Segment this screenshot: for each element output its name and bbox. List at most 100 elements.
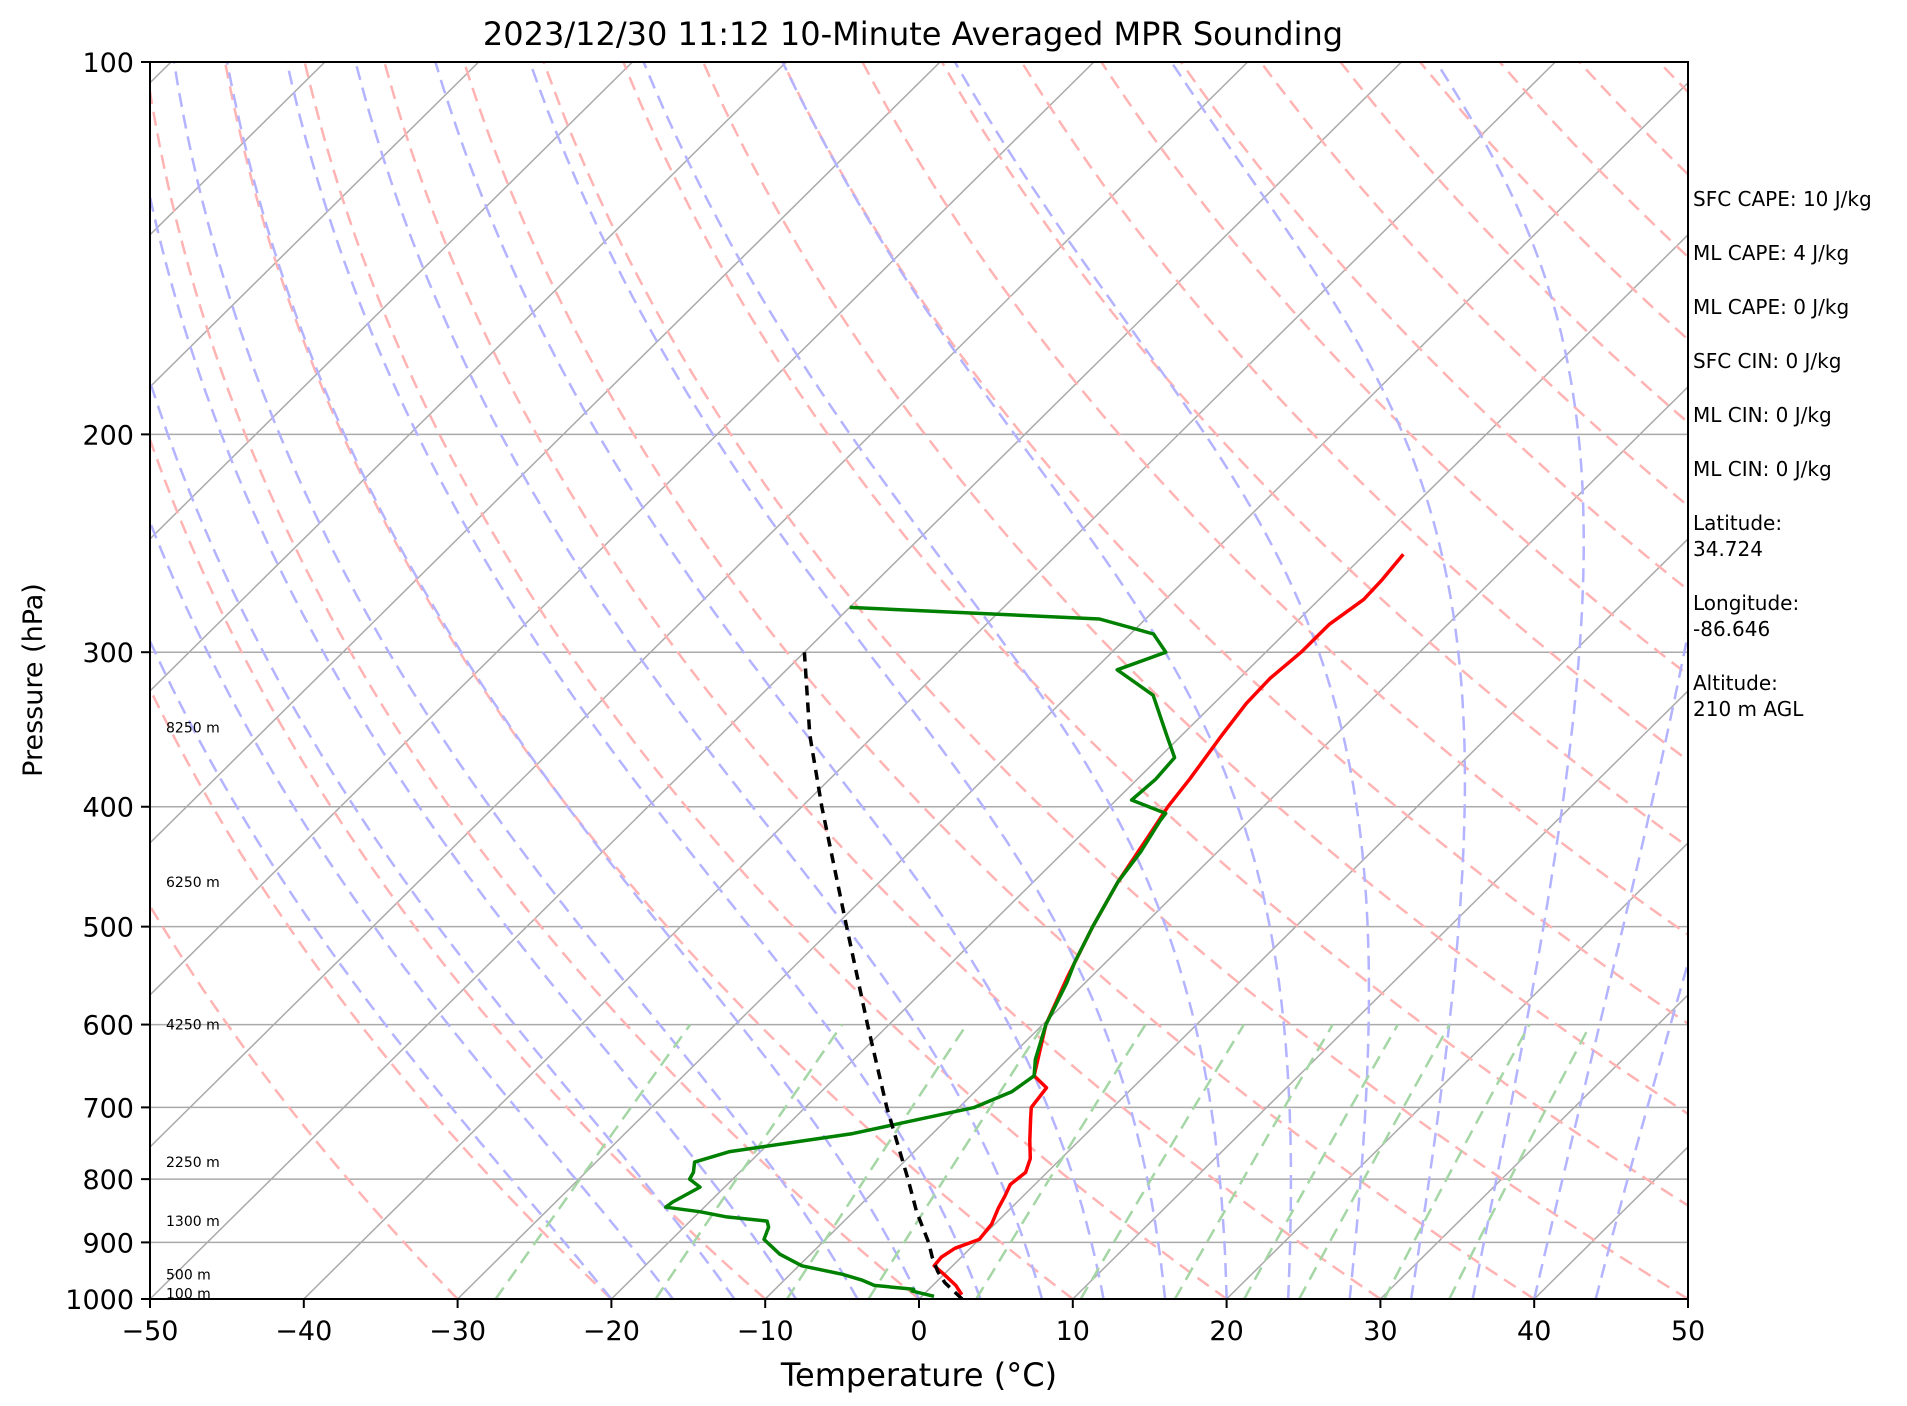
- dry-adiabat-line: [622, 62, 1688, 1207]
- x-tick-label: 50: [1671, 1316, 1705, 1347]
- sounding-traces: [664, 553, 1405, 1299]
- dry-adiabat-line: [861, 62, 1688, 937]
- mixing-ratio-line: [1448, 1024, 1592, 1299]
- mixing-ratio-line: [975, 1023, 1147, 1299]
- isotherm-line: [1226, 841, 1688, 1299]
- latitude-info: Latitude: 34.724: [1693, 510, 1903, 562]
- isotherm-line: [150, 62, 787, 692]
- height-label: 4250 m: [166, 1018, 220, 1034]
- moist-adiabat-line: [953, 62, 1371, 1299]
- y-tick-label: 700: [82, 1093, 134, 1124]
- y-tick-label: 600: [82, 1011, 134, 1042]
- x-tick-label: −10: [737, 1316, 794, 1347]
- moist-adiabat-line: [1594, 958, 1688, 1299]
- isotherm-line: [303, 62, 1556, 1299]
- isotherm-line: [1379, 993, 1688, 1299]
- y-tick-label: 200: [82, 420, 134, 451]
- latitude-value: 34.724: [1693, 537, 1763, 561]
- latitude-label: Latitude:: [1693, 511, 1783, 535]
- moist-adiabat-line: [642, 62, 1228, 1299]
- dry-adiabat-line: [1339, 62, 1688, 425]
- isotherm-line: [610, 233, 1688, 1299]
- y-tick-label: 400: [82, 793, 134, 824]
- mixing-ratio-line: [867, 1023, 1045, 1299]
- isotherm-line: [764, 385, 1688, 1299]
- altitude-info: Altitude: 210 m AGL: [1693, 670, 1903, 722]
- parcel-trace: [802, 652, 964, 1299]
- isotherm-line: [150, 62, 480, 388]
- moist-adiabat-line: [1170, 62, 1467, 1299]
- isotherm-line: [150, 62, 633, 540]
- y-tick-label: 800: [82, 1165, 134, 1196]
- isotherm-line: [918, 537, 1688, 1299]
- ml-cape-text: ML CAPE: 0 J/kg: [1693, 295, 1850, 319]
- dry-adiabat-line: [150, 84, 920, 1299]
- y-tick-label: 500: [82, 913, 134, 944]
- longitude-value: -86.646: [1693, 617, 1771, 641]
- x-tick-label: −50: [122, 1316, 179, 1347]
- height-label: 500 m: [166, 1267, 211, 1283]
- moist-adiabat-line: [285, 62, 982, 1299]
- moist-adiabat-line: [1532, 626, 1688, 1299]
- x-tick-label: −20: [583, 1316, 640, 1347]
- x-tick-label: −40: [275, 1316, 332, 1347]
- y-tick-label: 300: [82, 638, 134, 669]
- dry-adiabat-line: [1419, 62, 1688, 342]
- height-label: 8250 m: [166, 720, 220, 736]
- x-tick-label: −30: [429, 1316, 486, 1347]
- ml-cin-text: ML CIN: 0 J/kg: [1693, 403, 1832, 427]
- height-label: 2250 m: [166, 1155, 220, 1171]
- x-axis-label: Temperature (°C): [780, 1356, 1057, 1394]
- sfc-cape-text: SFC CAPE: 10 J/kg: [1693, 187, 1872, 211]
- x-tick-label: 10: [1056, 1316, 1090, 1347]
- isotherm-line: [150, 62, 1095, 997]
- altitude-value: 210 m AGL: [1693, 697, 1804, 721]
- height-labels: 100 m 500 m 1300 m 2250 m 4250 m 6250 m 8250 m: [166, 720, 220, 1302]
- height-label: 6250 m: [166, 875, 220, 891]
- mixing-ratio-line: [1383, 1023, 1531, 1299]
- dry-adiabat-line: [542, 62, 1688, 1299]
- moist-adiabat-line: [150, 638, 613, 1299]
- longitude-info: Longitude: -86.646: [1693, 590, 1903, 642]
- dry-adiabat-line: [303, 62, 1228, 1299]
- ml-cin-text: ML CIN: 0 J/kg: [1693, 457, 1832, 481]
- y-tick-label: 900: [82, 1228, 134, 1259]
- moist-adiabat-line: [354, 62, 1044, 1299]
- y-tick-label: 100: [82, 48, 134, 79]
- dry-adiabat-line: [1020, 62, 1688, 762]
- dry-adiabat-line: [462, 62, 1535, 1299]
- y-axis-label: Pressure (hPa): [18, 583, 49, 777]
- mixing-ratio-line: [1243, 1023, 1399, 1299]
- isotherm-line: [150, 62, 941, 844]
- isotherm-line: [150, 62, 1402, 1299]
- dry-adiabat-line: [1259, 62, 1688, 508]
- altitude-label: Altitude:: [1693, 671, 1778, 695]
- dry-adiabat-line: [150, 903, 459, 1299]
- moist-adiabat-line: [150, 191, 798, 1299]
- isotherm-line: [457, 81, 1688, 1299]
- x-tick-label: 20: [1209, 1316, 1243, 1347]
- dry-adiabat-line: [150, 435, 767, 1299]
- moist-adiabat-line: [781, 62, 1293, 1299]
- mixing-ratio-line: [1173, 1023, 1334, 1299]
- dry-adiabat-line: [383, 62, 1382, 1299]
- chart-title: 2023/12/30 11:12 10-Minute Averaged MPR …: [483, 15, 1343, 53]
- mixing-ratio-line: [1079, 1023, 1245, 1299]
- x-tick-label: 30: [1363, 1316, 1397, 1347]
- dry-adiabat-line: [1179, 62, 1688, 592]
- moist-adiabat-line: [528, 62, 1167, 1299]
- moist-adiabat-line: [150, 377, 736, 1299]
- dewpoint-trace: [664, 605, 1177, 1299]
- x-axis-ticks: −50 −40 −30 −20 −10 0 10 20 30 40 50: [122, 1299, 1705, 1347]
- moist-adiabat-line: [1435, 62, 1585, 1299]
- mixing-ratio-line: [1298, 1023, 1451, 1299]
- moist-adiabat-line: [225, 62, 921, 1299]
- moist-adiabat-line: [150, 518, 674, 1299]
- x-tick-label: 0: [910, 1316, 927, 1347]
- height-label: 1300 m: [166, 1214, 220, 1230]
- moist-adiabat-line: [434, 62, 1105, 1299]
- y-axis-ticks: 1000 900 800 700 600 500 400 300 200 100: [65, 48, 150, 1316]
- isotherm-line: [0, 62, 17, 1299]
- sounding-parameters: SFC CAPE: 10 J/kg ML CAPE: 4 J/kg ML CAP…: [1693, 186, 1903, 750]
